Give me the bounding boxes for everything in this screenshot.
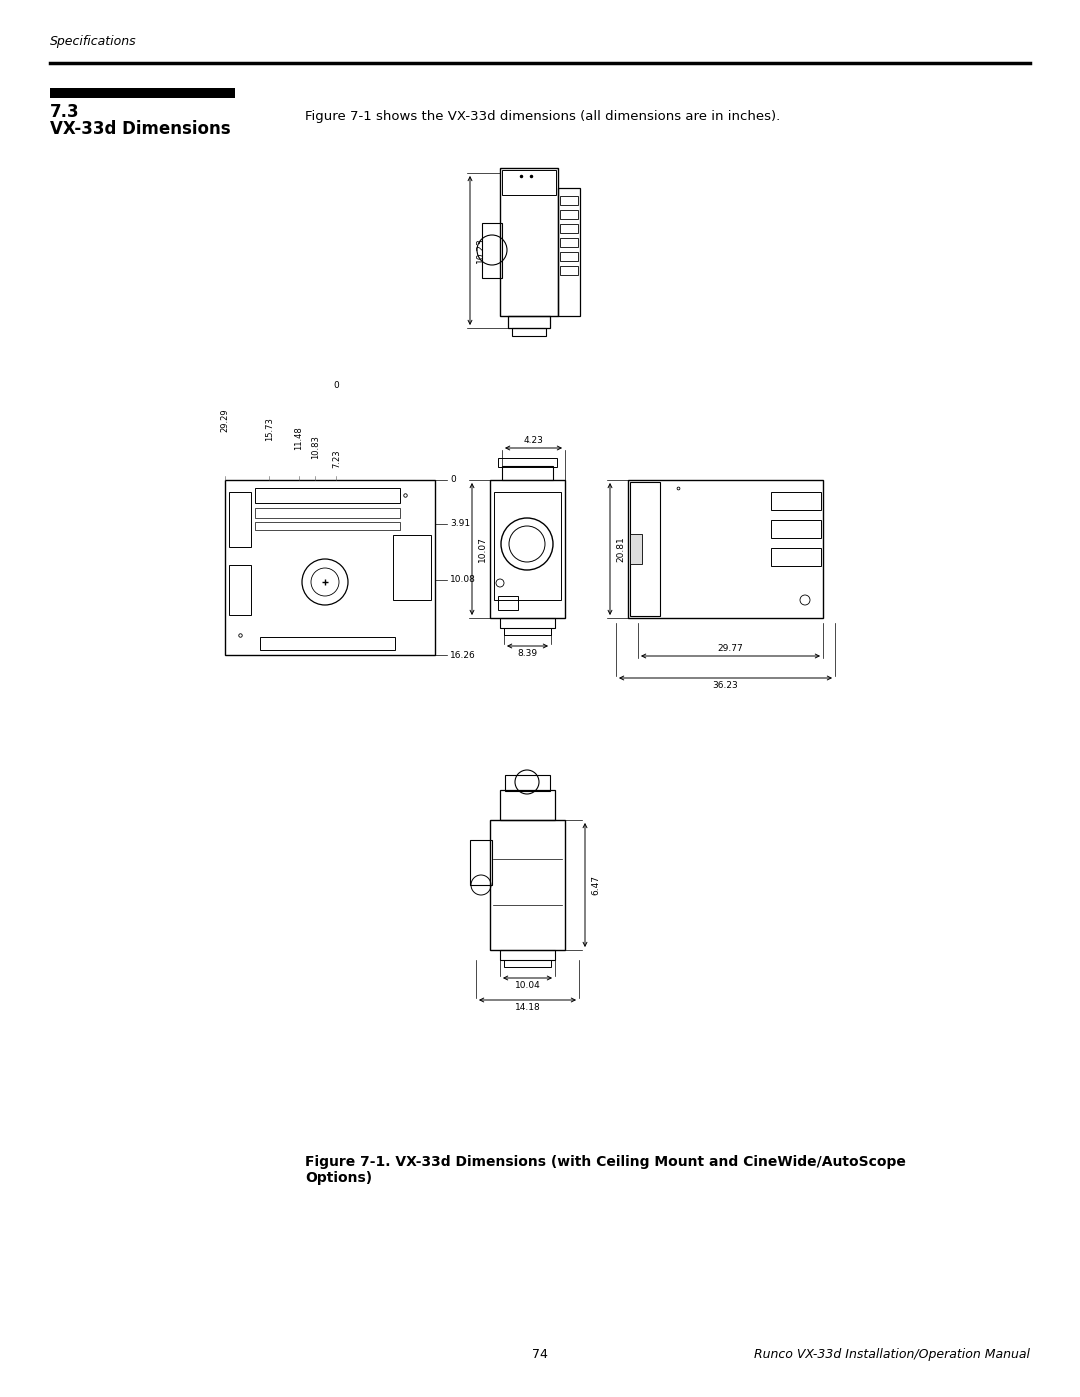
Bar [229,492,251,548]
Text: 0: 0 [450,475,456,485]
Bar [561,237,578,247]
Bar [255,488,400,503]
Bar [505,775,550,791]
Bar [490,820,565,950]
Bar [494,492,561,599]
Bar [630,482,660,616]
Bar [561,196,578,205]
Text: Figure 7-1. VX-33d Dimensions (with Ceiling Mount and CineWide/AutoScope
Options: Figure 7-1. VX-33d Dimensions (with Ceil… [305,1155,906,1185]
Bar [500,789,555,820]
Bar [502,170,556,196]
Bar [771,492,821,510]
Bar [229,564,251,615]
Text: 10.08: 10.08 [450,576,476,584]
Bar [502,467,553,481]
Bar [260,637,395,650]
Bar [50,88,235,98]
Text: 20.81: 20.81 [616,536,625,562]
Text: 29.77: 29.77 [717,644,743,652]
Bar [627,481,823,617]
Bar [393,535,431,599]
Bar [771,548,821,566]
Text: 10.83: 10.83 [311,434,320,460]
Bar [630,534,642,564]
Bar [500,168,558,316]
Bar [508,316,550,328]
Bar [512,328,546,337]
Text: 10.04: 10.04 [515,981,540,990]
Bar [561,210,578,219]
Bar [490,481,565,617]
Bar [504,629,551,636]
Bar [500,950,555,960]
Bar [482,224,502,278]
Text: Figure 7-1 shows the VX-33d dimensions (all dimensions are in inches).: Figure 7-1 shows the VX-33d dimensions (… [305,110,780,123]
Text: 11.48: 11.48 [294,426,303,450]
Bar [558,189,580,316]
Text: 0: 0 [334,381,339,390]
Text: 16.26: 16.26 [450,651,476,659]
Bar [225,481,435,655]
Text: Specifications: Specifications [50,35,137,47]
Text: 6.47: 6.47 [591,875,600,895]
Text: 15.73: 15.73 [265,418,273,441]
Bar [498,458,557,467]
Bar [771,520,821,538]
Bar [255,522,400,529]
Text: 29.29: 29.29 [220,408,229,432]
Bar [561,265,578,275]
Text: 36.23: 36.23 [713,680,739,690]
Text: 7.23: 7.23 [332,450,341,468]
Text: 14.18: 14.18 [515,1003,540,1011]
Bar [500,617,555,629]
Bar [498,597,518,610]
Text: 74: 74 [532,1348,548,1361]
Bar [561,224,578,233]
Text: 3.91: 3.91 [450,520,470,528]
Bar [561,251,578,261]
Bar [504,960,551,967]
Text: 7.3: 7.3 [50,103,80,122]
Text: 8.39: 8.39 [517,650,538,658]
Text: 10.23: 10.23 [476,237,485,264]
Text: 4.23: 4.23 [524,436,543,446]
Text: VX-33d Dimensions: VX-33d Dimensions [50,120,231,138]
Text: 10.07: 10.07 [478,536,487,562]
Text: Runco VX-33d Installation/Operation Manual: Runco VX-33d Installation/Operation Manu… [754,1348,1030,1361]
Bar [470,840,492,886]
Bar [255,509,400,518]
